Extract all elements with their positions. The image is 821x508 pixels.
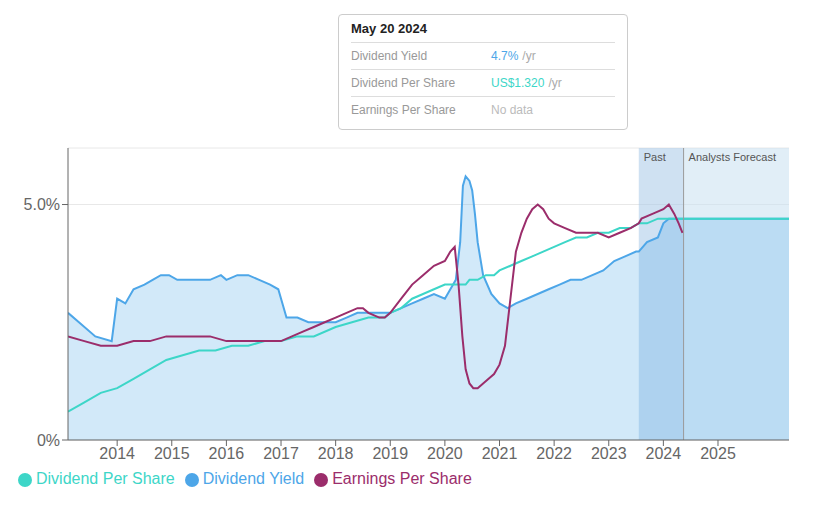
svg-text:2015: 2015 bbox=[154, 445, 190, 462]
svg-text:2019: 2019 bbox=[372, 445, 408, 462]
svg-text:2024: 2024 bbox=[646, 445, 682, 462]
html-text:No data: No data bbox=[491, 103, 533, 117]
svg-text:Analysts Forecast: Analysts Forecast bbox=[689, 151, 776, 163]
svg-text:2023: 2023 bbox=[591, 445, 627, 462]
html-text:4.7% /yr: 4.7% /yr bbox=[491, 49, 536, 63]
svg-text:5.0%: 5.0% bbox=[24, 196, 60, 213]
svg-text:2016: 2016 bbox=[209, 445, 245, 462]
svg-text:0%: 0% bbox=[37, 432, 60, 449]
svg-text:2021: 2021 bbox=[482, 445, 518, 462]
html-text:Dividend Per Share: Dividend Per Share bbox=[351, 76, 456, 90]
html-text:Earnings Per Share: Earnings Per Share bbox=[351, 103, 456, 117]
html-text:Earnings Per Share: Earnings Per Share bbox=[332, 470, 472, 487]
svg-text:2017: 2017 bbox=[263, 445, 299, 462]
svg-text:2014: 2014 bbox=[99, 445, 135, 462]
html-text:Dividend Per Share: Dividend Per Share bbox=[36, 470, 175, 487]
svg-text:2018: 2018 bbox=[318, 445, 354, 462]
html-text:May 20 2024: May 20 2024 bbox=[351, 21, 427, 36]
html-text:Dividend Yield: Dividend Yield bbox=[202, 470, 305, 487]
svg-text:2020: 2020 bbox=[427, 445, 463, 462]
svg-text:2025: 2025 bbox=[700, 445, 736, 462]
html-text:Dividend Yield: Dividend Yield bbox=[351, 49, 428, 63]
html-text:US$1.320 /yr: US$1.320 /yr bbox=[491, 76, 562, 90]
svg-text:2022: 2022 bbox=[536, 445, 572, 462]
svg-text:Past: Past bbox=[644, 151, 666, 163]
